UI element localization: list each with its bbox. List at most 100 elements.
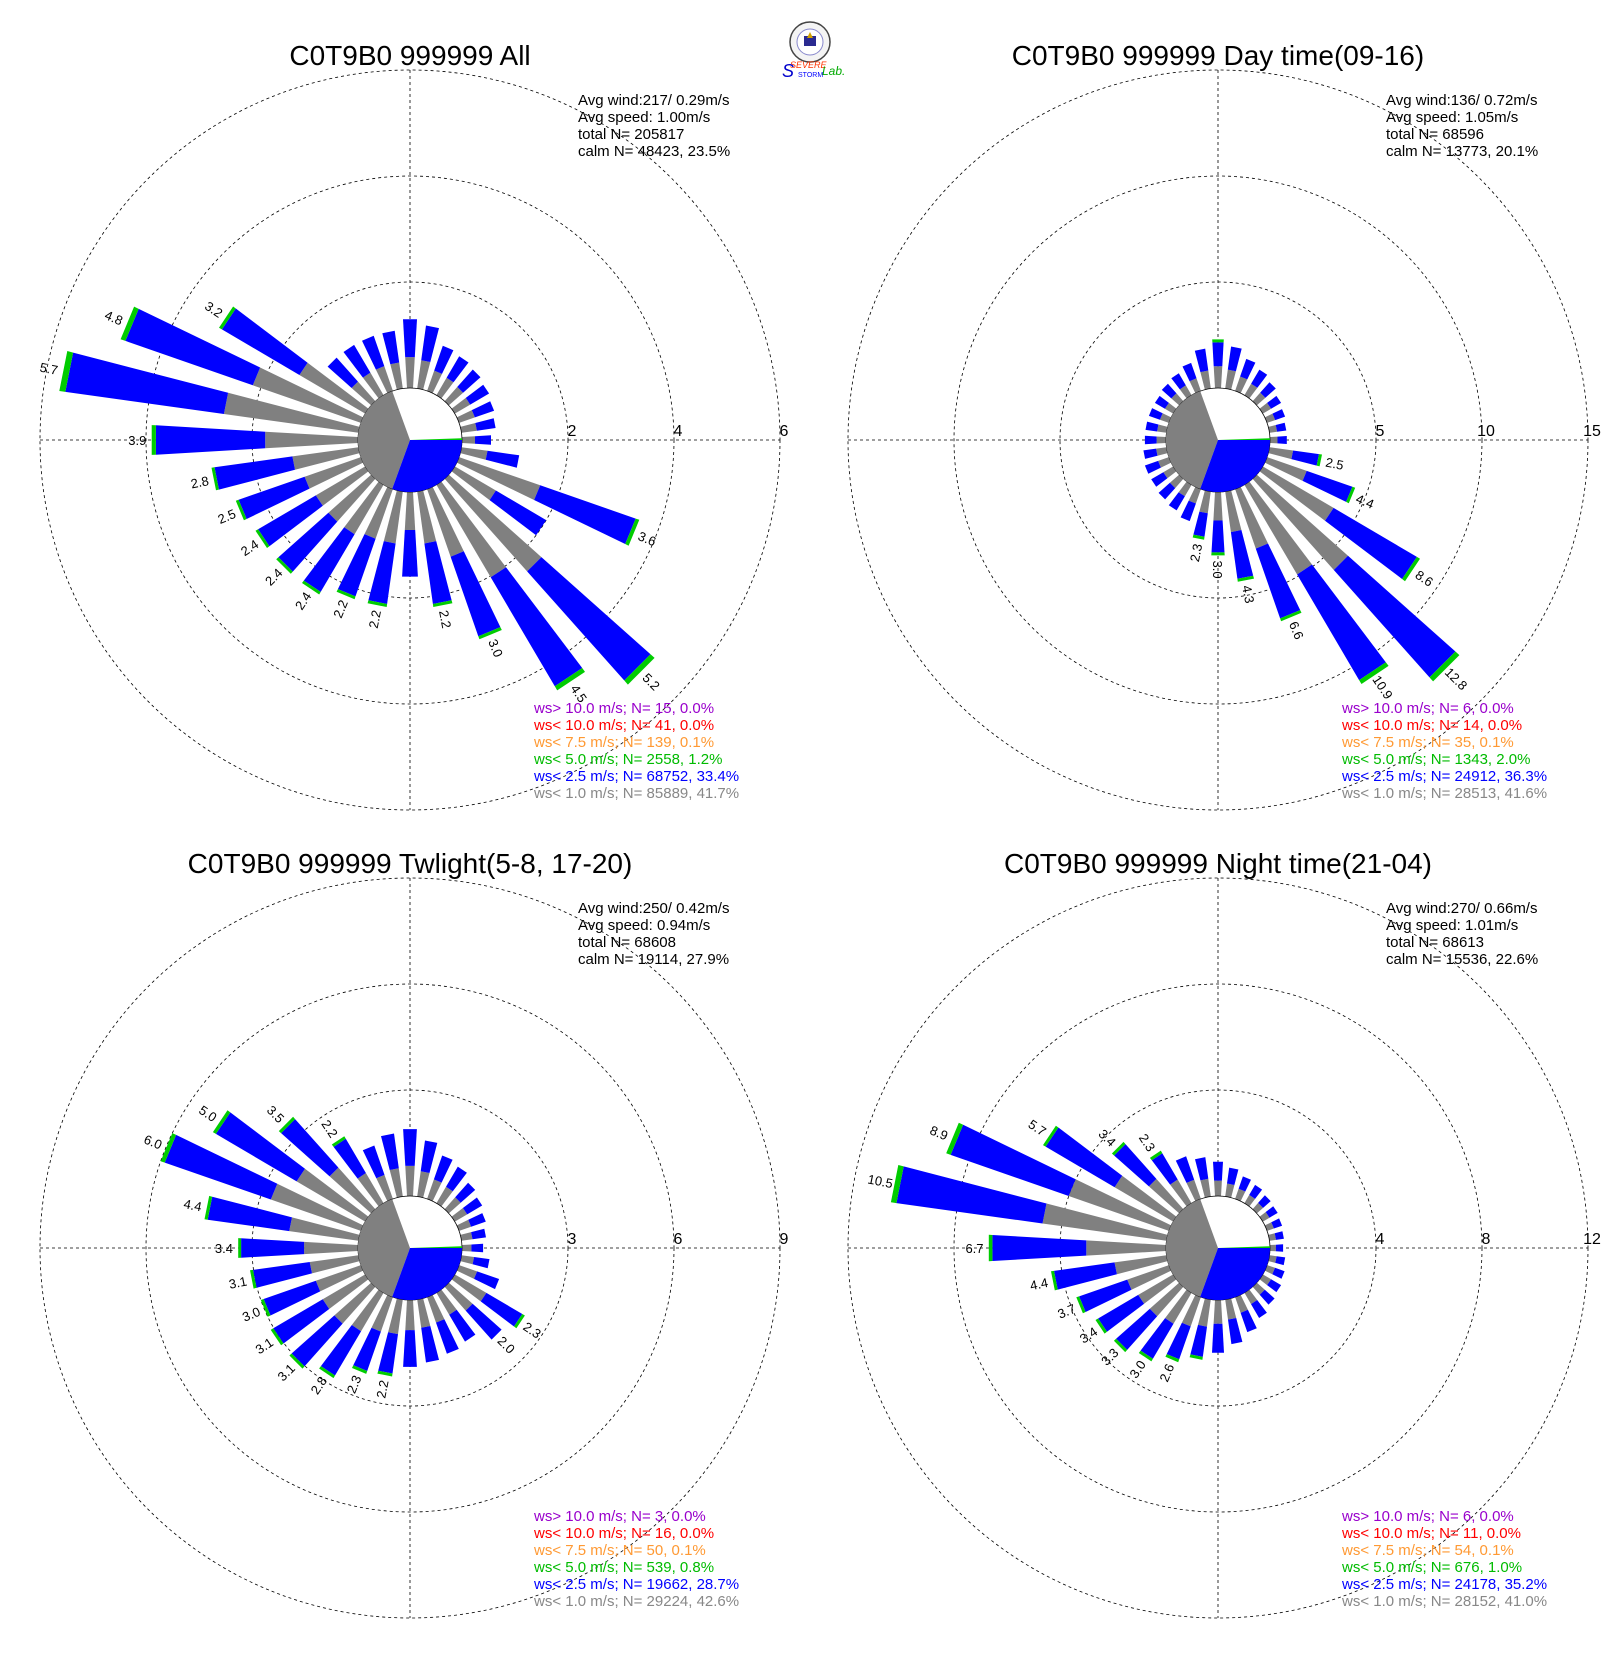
bar-segment-mid xyxy=(471,1228,486,1240)
legend-entry: ws< 2.5 m/s; N= 68752, 33.4% xyxy=(533,768,739,785)
ring-label: 10 xyxy=(1477,423,1495,440)
bar-segment-low xyxy=(1213,1299,1223,1324)
bar-segment-high xyxy=(260,1299,271,1317)
bar-segment-high xyxy=(1429,651,1460,682)
bar-segment-low xyxy=(1189,378,1201,394)
bar-segment-mid xyxy=(403,1330,417,1367)
bar-segment-high xyxy=(1237,575,1254,582)
bar-value-label: 3.0 xyxy=(485,637,506,659)
bar-segment-low xyxy=(1169,474,1184,489)
bar-segment-low xyxy=(1225,369,1236,390)
bar-segment-low xyxy=(1259,402,1272,414)
bar-segment-high xyxy=(352,1365,368,1374)
bar-segment-high xyxy=(1149,1150,1163,1161)
bar-segment-low xyxy=(1235,1294,1248,1313)
bar-segment-low xyxy=(1252,1202,1264,1214)
bar-segment-high xyxy=(1076,1296,1086,1314)
bar-segment-low xyxy=(304,1241,359,1255)
bar-segment-mid xyxy=(449,1309,476,1342)
bar-segment-low xyxy=(460,423,477,433)
grid-ring xyxy=(953,983,1483,1513)
bar-segment-low xyxy=(1259,1212,1270,1222)
chart-title: C0T9B0 999999 Twlight(5-8, 17-20) xyxy=(188,848,633,879)
bar-segment-low xyxy=(265,431,359,449)
bar-value-label: 2.2 xyxy=(366,609,384,630)
bar-segment-high xyxy=(331,1136,346,1147)
legend-entry: ws< 10.0 m/s; N= 14, 0.0% xyxy=(1341,717,1522,734)
bar-segment-mid xyxy=(1251,1300,1267,1318)
bar-value-label: 6.6 xyxy=(1286,619,1307,641)
bar-segment-mid xyxy=(1190,1324,1207,1357)
bar-segment-mid xyxy=(1212,1323,1224,1353)
bar-value-label: 2.5 xyxy=(1324,455,1345,473)
bar-segment-low xyxy=(1200,370,1211,390)
bar-value-label: 2.5 xyxy=(216,506,238,527)
bar-segment-mid xyxy=(368,541,396,604)
bar-segment-mid xyxy=(1325,507,1417,579)
bar-segment-mid xyxy=(1116,1308,1158,1350)
bar-segment-low xyxy=(1158,457,1172,468)
bar-segment-mid xyxy=(125,308,261,386)
bar-value-label: 3.5 xyxy=(264,1103,287,1126)
bar-segment-mid xyxy=(303,527,355,592)
legend-entry: ws< 1.0 m/s; N= 28513, 41.6% xyxy=(1341,785,1547,802)
bar-segment-mid xyxy=(343,344,371,378)
bar-segment-low xyxy=(322,1274,369,1309)
legend-entry: ws< 5.0 m/s; N= 539, 0.8% xyxy=(533,1559,714,1576)
bar-segment-low xyxy=(1252,1282,1265,1295)
bar-segment-low xyxy=(1244,383,1258,399)
bar-segment-mid xyxy=(1151,472,1168,487)
bar-segment-low xyxy=(1199,490,1211,514)
bar-value-label: 4.8 xyxy=(103,307,125,328)
bar-segment-mid xyxy=(992,1235,1087,1261)
legend-entry: ws< 10.0 m/s; N= 16, 0.0% xyxy=(533,1525,714,1542)
bar-segment-low xyxy=(1264,413,1276,423)
bar-segment-mid xyxy=(207,1196,292,1232)
bar-value-label: 2.4 xyxy=(238,536,261,559)
wind-rose-panel-2: C0T9B0 999999 Day time(09-16) 5 10 15 2.5 4.4… xyxy=(847,40,1601,811)
bar-value-label: 2.8 xyxy=(308,1374,331,1397)
bar-segment-low xyxy=(357,1173,384,1207)
bar-value-label: 2.2 xyxy=(436,609,454,630)
bar-segment-low xyxy=(456,410,475,423)
ring-label: 2 xyxy=(568,423,577,440)
bar-segment-mid xyxy=(253,1262,312,1288)
bar-segment-low xyxy=(451,466,496,501)
bar-segment-mid xyxy=(421,325,439,362)
bar-segment-low xyxy=(427,1294,445,1323)
bar-segment-mid xyxy=(1054,1262,1117,1290)
bar-segment-mid xyxy=(490,567,583,687)
bar-segment-high xyxy=(554,668,585,691)
bar-segment-mid xyxy=(403,1129,417,1166)
bar-segment-mid xyxy=(1240,358,1256,380)
bar-segment-low xyxy=(1252,474,1348,570)
bar-segment-high xyxy=(1043,1125,1059,1147)
bar-segment-high xyxy=(1192,534,1205,540)
bar-segment-mid xyxy=(1260,382,1276,398)
wind-rose-panel-3: C0T9B0 999999 Twlight(5-8, 17-20)3 6 92.32… xyxy=(39,848,789,1619)
bar-value-label: 3.4 xyxy=(1096,1126,1119,1149)
bar-segment-mid xyxy=(1251,369,1268,388)
bar-segment-high xyxy=(219,306,236,330)
bar-segment-mid xyxy=(1277,436,1287,444)
bar-value-label: 2.8 xyxy=(189,473,210,491)
bar-segment-mid xyxy=(1180,500,1196,522)
bar-segment-low xyxy=(451,1274,487,1302)
bar-segment-mid xyxy=(238,476,310,519)
bar-segment-high xyxy=(1113,1338,1128,1353)
bar-segment-high xyxy=(1316,454,1322,467)
bar-segment-low xyxy=(1268,1255,1277,1263)
bar-segment-low xyxy=(1148,1178,1184,1214)
bar-segment-mid xyxy=(1045,1127,1123,1188)
bar-segment-low xyxy=(1264,1265,1275,1275)
bar-segment-low xyxy=(1269,436,1278,444)
bar-segment-high xyxy=(377,1370,393,1377)
bar-segment-low xyxy=(371,1294,393,1332)
bar-segment-mid xyxy=(155,425,266,455)
bar-segment-low xyxy=(1244,1194,1256,1207)
bar-segment-mid xyxy=(1258,1195,1271,1208)
bar-segment-mid xyxy=(1168,492,1185,511)
legend-entry: ws< 5.0 m/s; N= 676, 1.0% xyxy=(1341,1559,1522,1576)
legend-entry: ws< 1.0 m/s; N= 85889, 41.7% xyxy=(533,785,739,802)
